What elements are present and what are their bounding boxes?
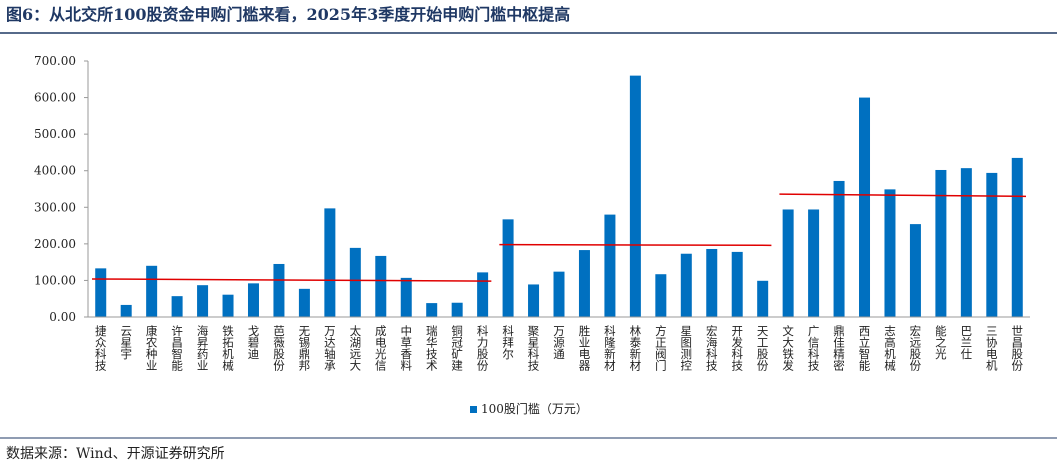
x-tick-label: 天工股份 xyxy=(756,325,770,372)
legend-swatch xyxy=(470,406,477,413)
x-tick-label: 太湖远大 xyxy=(348,325,362,371)
x-tick-label: 星图测控 xyxy=(679,325,693,371)
y-tick-label: 700.00 xyxy=(34,54,76,68)
x-tick-label: 能之光 xyxy=(934,324,948,360)
bar xyxy=(859,97,871,317)
x-tick-label: 胜业电器 xyxy=(577,324,591,372)
bar xyxy=(731,251,743,317)
reference-line xyxy=(499,243,772,247)
reference-line xyxy=(91,278,492,282)
x-tick-label: 巴兰仕 xyxy=(959,325,973,360)
bar xyxy=(884,189,896,317)
y-tick-label: 100.00 xyxy=(34,273,76,287)
x-tick-label: 世昌股份 xyxy=(1010,325,1024,372)
x-tick-label: 三协电机 xyxy=(985,325,999,371)
x-tick-label: 芭薇股份 xyxy=(272,324,286,372)
y-tick-label: 400.00 xyxy=(34,164,76,178)
bar xyxy=(197,285,209,317)
bar xyxy=(349,247,361,317)
x-tick-label: 许昌智能 xyxy=(170,325,184,372)
x-tick-label: 铁拓机械 xyxy=(221,325,235,372)
source: 数据来源：Wind、开源证券研究所 xyxy=(6,446,225,462)
bar xyxy=(986,172,998,317)
bar xyxy=(578,250,590,317)
x-tick-label: 万达轴承 xyxy=(323,325,337,371)
x-tick-label: 中草香料 xyxy=(399,325,413,372)
bar xyxy=(222,294,234,317)
x-tick-label: 戈碧迪 xyxy=(246,325,260,360)
bar xyxy=(400,277,412,317)
bar xyxy=(120,304,132,317)
bar xyxy=(146,265,158,317)
bar xyxy=(680,253,692,317)
x-tick-label: 西立智能 xyxy=(858,325,872,372)
bar xyxy=(604,214,616,317)
x-tick-label: 科隆新材 xyxy=(603,324,617,371)
bar xyxy=(528,284,540,317)
x-tick-label: 捷众科技 xyxy=(94,324,108,372)
y-tick-label: 0.00 xyxy=(49,310,76,324)
x-tick-label: 瑞华技术 xyxy=(425,324,439,372)
x-tick-label: 成电光信 xyxy=(374,325,388,372)
bar xyxy=(171,296,183,317)
x-tick-label: 宏海科技 xyxy=(705,324,719,372)
bar xyxy=(553,271,565,317)
bar xyxy=(273,263,285,317)
x-tick-label: 文大铁发 xyxy=(781,324,795,372)
x-tick-label: 科力股份 xyxy=(476,324,490,372)
x-tick-label: 万源通 xyxy=(552,325,566,360)
bar xyxy=(782,209,794,317)
bar xyxy=(935,169,947,317)
chart-title: 图6：从北交所100股资金申购门槛来看，2025年3季度开始申购门槛中枢提高 xyxy=(6,5,570,24)
y-tick-label: 300.00 xyxy=(34,200,76,214)
y-tick-label: 500.00 xyxy=(34,127,76,141)
x-tick-label: 铜冠矿建 xyxy=(450,324,464,372)
x-tick-label: 林泰新材 xyxy=(628,324,642,371)
bar xyxy=(375,255,387,317)
bar xyxy=(477,272,489,317)
bar xyxy=(909,224,921,317)
x-tick-label: 云星宇 xyxy=(119,325,133,360)
bar xyxy=(960,168,972,317)
bar xyxy=(808,209,820,317)
bar xyxy=(426,303,438,317)
x-tick-label: 开发科技 xyxy=(730,325,744,372)
y-tick-label: 200.00 xyxy=(34,237,76,251)
x-tick-label: 康农种业 xyxy=(145,324,159,371)
bar xyxy=(502,219,514,317)
x-tick-label: 宏远股份 xyxy=(908,324,922,372)
bar xyxy=(833,180,845,317)
bar xyxy=(757,280,769,317)
x-tick-label: 海昇药业 xyxy=(196,324,210,371)
x-tick-label: 志高机械 xyxy=(883,325,897,372)
bar xyxy=(1011,157,1023,317)
x-tick-label: 科拜尔 xyxy=(501,324,515,359)
legend-label: 100股门槛（万元） xyxy=(481,401,588,416)
bar xyxy=(298,288,310,317)
bar xyxy=(451,302,463,317)
bar xyxy=(247,283,259,317)
x-tick-label: 方正阀门 xyxy=(654,324,668,372)
bar xyxy=(324,208,336,317)
x-tick-label: 广信科技 xyxy=(807,325,821,372)
y-tick-label: 600.00 xyxy=(34,91,76,105)
x-tick-label: 鼎佳精密 xyxy=(832,325,846,372)
bar xyxy=(629,75,641,317)
x-tick-label: 无锡鼎邦 xyxy=(297,325,311,371)
bar xyxy=(706,248,718,317)
bar xyxy=(95,268,107,317)
reference-line xyxy=(779,193,1027,198)
x-tick-label: 聚星科技 xyxy=(527,325,541,372)
bar xyxy=(655,274,667,317)
